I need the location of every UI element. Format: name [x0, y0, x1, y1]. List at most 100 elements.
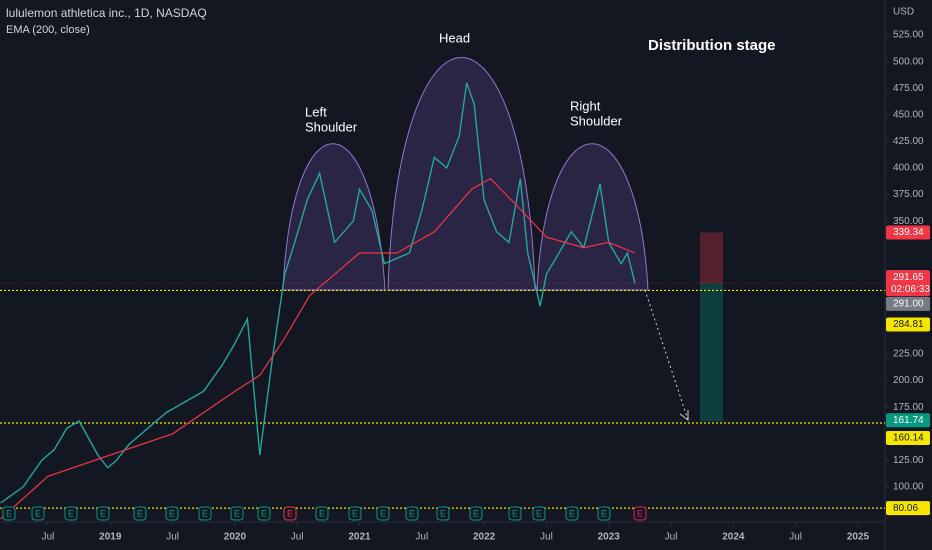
event-icon — [376, 506, 390, 521]
event-icon-label: E — [202, 508, 208, 518]
x-tick-label: Jul — [415, 532, 428, 543]
event-icon — [508, 506, 522, 521]
event-icon-label: E — [409, 508, 415, 518]
event-icon-label: E — [512, 508, 518, 518]
event-icon-label: E — [319, 508, 325, 518]
event-icon — [198, 506, 212, 521]
price-label: 284.81 — [893, 319, 924, 330]
x-tick-label: 2023 — [598, 532, 621, 543]
chart-title: lululemon athletica inc., 1D, NASDAQ — [6, 6, 207, 20]
y-tick-label: 425.00 — [893, 136, 924, 147]
event-icon-label: E — [380, 508, 386, 518]
price-line — [0, 82, 636, 504]
y-tick-label: 400.00 — [893, 163, 924, 174]
event-icon-label: E — [35, 508, 41, 518]
event-icon-label: E — [169, 508, 175, 518]
pattern-label: Head — [439, 30, 470, 45]
price-label-box — [886, 225, 930, 240]
x-tick-label: 2024 — [722, 532, 745, 543]
price-label: 161.74 — [893, 415, 924, 426]
price-label: 80.06 — [893, 503, 918, 514]
event-icon — [165, 506, 179, 521]
event-icon-label: E — [637, 508, 643, 518]
price-label-box — [886, 296, 930, 311]
stop-zone — [700, 232, 723, 284]
price-label-box — [886, 270, 930, 297]
event-icon — [64, 506, 78, 521]
pattern-label: Left — [305, 104, 327, 119]
event-icon-label: E — [100, 508, 106, 518]
x-tick-label: 2020 — [224, 532, 247, 543]
event-icon-label: E — [137, 508, 143, 518]
currency: USD — [893, 7, 914, 18]
y-tick-label: 500.00 — [893, 56, 924, 67]
x-tick-label: Jul — [166, 532, 179, 543]
event-icon-label: E — [473, 508, 479, 518]
event-icon — [597, 506, 611, 521]
event-icon — [565, 506, 579, 521]
y-tick-label: 175.00 — [893, 402, 924, 413]
event-icon — [133, 506, 147, 521]
event-icon — [469, 506, 483, 521]
event-icon — [2, 506, 16, 521]
event-icon — [230, 506, 244, 521]
x-tick-label: Jul — [540, 532, 553, 543]
event-icon — [31, 506, 45, 521]
indicator-label: EMA (200, close) — [6, 24, 90, 36]
event-icon-label: E — [6, 508, 12, 518]
event-icon — [633, 506, 647, 521]
event-icon-label: E — [352, 508, 358, 518]
price-label: 291.00 — [893, 298, 924, 309]
right-shoulder-arc — [536, 143, 649, 291]
y-tick-label: 200.00 — [893, 375, 924, 386]
pattern-label: Shoulder — [305, 119, 358, 134]
price-label-box — [886, 430, 930, 445]
event-icon-label: E — [261, 508, 267, 518]
arrow-head — [679, 410, 689, 421]
event-icon-label: E — [440, 508, 446, 518]
y-tick-label: 350.00 — [893, 216, 924, 227]
y-tick-label: 375.00 — [893, 189, 924, 200]
x-tick-label: 2022 — [473, 532, 496, 543]
event-icon — [405, 506, 419, 521]
x-tick-label: 2025 — [847, 532, 870, 543]
y-tick-label: 100.00 — [893, 482, 924, 493]
price-label: 160.14 — [893, 433, 924, 444]
event-icon — [532, 506, 546, 521]
target-zone — [700, 283, 723, 422]
event-icon-label: E — [569, 508, 575, 518]
y-tick-label: 525.00 — [893, 30, 924, 41]
x-tick-label: Jul — [665, 532, 678, 543]
pattern-label: Shoulder — [570, 113, 623, 128]
x-tick-label: Jul — [291, 532, 304, 543]
event-icon — [315, 506, 329, 521]
event-icon — [283, 506, 297, 521]
pattern-label: Right — [570, 98, 601, 113]
event-icon — [96, 506, 110, 521]
event-icon — [436, 506, 450, 521]
event-icon-label: E — [287, 508, 293, 518]
event-icon-label: E — [536, 508, 542, 518]
x-tick-label: Jul — [42, 532, 55, 543]
price-label-time: 02:06:33 — [891, 284, 930, 295]
ema-line — [0, 177, 636, 520]
x-tick-label: 2019 — [99, 532, 122, 543]
y-tick-label: 475.00 — [893, 83, 924, 94]
event-icon-label: E — [68, 508, 74, 518]
y-tick-label: 125.00 — [893, 455, 924, 466]
price-label-box — [886, 501, 930, 516]
price-label: 291.65 — [893, 272, 924, 283]
stage-label: Distribution stage — [648, 37, 776, 54]
y-tick-label: 225.00 — [893, 349, 924, 360]
price-label-box — [886, 413, 930, 428]
x-tick-label: Jul — [789, 532, 802, 543]
x-tick-label: 2021 — [348, 532, 371, 543]
event-icon — [257, 506, 271, 521]
head-arc — [387, 57, 536, 291]
price-label: 339.34 — [893, 227, 924, 238]
price-label-box — [886, 317, 930, 332]
event-icon — [348, 506, 362, 521]
y-tick-label: 450.00 — [893, 109, 924, 120]
event-icon-label: E — [234, 508, 240, 518]
